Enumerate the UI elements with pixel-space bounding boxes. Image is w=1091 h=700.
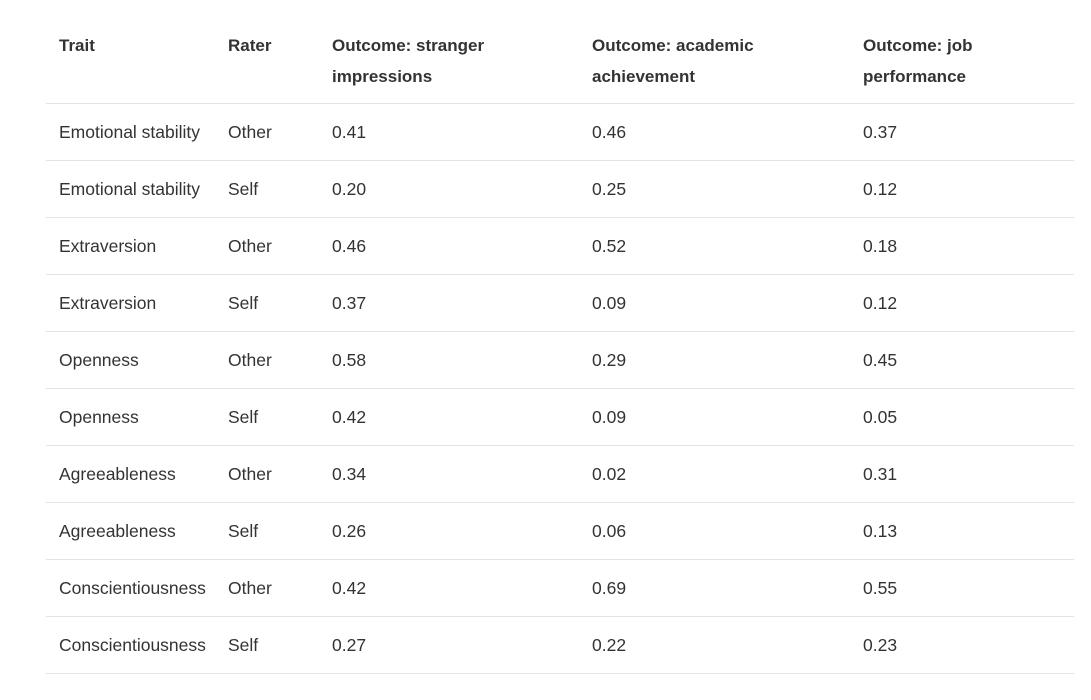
cell-trait: Openness: [46, 388, 215, 446]
cell-job-performance: 0.45: [850, 331, 1074, 389]
table-row: Agreeableness Self 0.26 0.06 0.13: [46, 502, 1074, 560]
cell-academic-achievement: 0.52: [579, 217, 850, 275]
cell-rater: Other: [215, 331, 319, 389]
header-trait: Trait: [46, 22, 215, 104]
cell-trait: Openness: [46, 331, 215, 389]
cell-academic-achievement: 0.06: [579, 502, 850, 560]
cell-rater: Self: [215, 616, 319, 674]
cell-rater: Other: [215, 217, 319, 275]
table-row: Extraversion Self 0.37 0.09 0.12: [46, 274, 1074, 332]
cell-academic-achievement: 0.02: [579, 445, 850, 503]
cell-academic-achievement: 0.69: [579, 559, 850, 617]
cell-job-performance: 0.12: [850, 274, 1074, 332]
cell-trait: Extraversion: [46, 217, 215, 275]
cell-job-performance: 0.23: [850, 616, 1074, 674]
cell-stranger-impressions: 0.27: [319, 616, 579, 674]
cell-stranger-impressions: 0.46: [319, 217, 579, 275]
cell-trait: Conscientiousness: [46, 559, 215, 617]
cell-stranger-impressions: 0.20: [319, 160, 579, 218]
cell-rater: Self: [215, 274, 319, 332]
personality-outcomes-table: Trait Rater Outcome: stranger impression…: [46, 22, 1074, 674]
personality-outcomes-table-container: Trait Rater Outcome: stranger impression…: [46, 22, 1074, 674]
table-row: Emotional stability Self 0.20 0.25 0.12: [46, 160, 1074, 218]
header-academic-achievement: Outcome: academic achievement: [579, 22, 850, 104]
cell-stranger-impressions: 0.26: [319, 502, 579, 560]
cell-academic-achievement: 0.46: [579, 103, 850, 161]
cell-trait: Conscientiousness: [46, 616, 215, 674]
cell-rater: Other: [215, 445, 319, 503]
cell-stranger-impressions: 0.58: [319, 331, 579, 389]
cell-job-performance: 0.12: [850, 160, 1074, 218]
cell-job-performance: 0.18: [850, 217, 1074, 275]
cell-rater: Self: [215, 160, 319, 218]
cell-job-performance: 0.55: [850, 559, 1074, 617]
header-row: Trait Rater Outcome: stranger impression…: [46, 22, 1074, 104]
table-row: Openness Self 0.42 0.09 0.05: [46, 388, 1074, 446]
table-row: Openness Other 0.58 0.29 0.45: [46, 331, 1074, 389]
cell-trait: Extraversion: [46, 274, 215, 332]
cell-job-performance: 0.13: [850, 502, 1074, 560]
table-row: Agreeableness Other 0.34 0.02 0.31: [46, 445, 1074, 503]
header-stranger-impressions: Outcome: stranger impressions: [319, 22, 579, 104]
cell-stranger-impressions: 0.37: [319, 274, 579, 332]
cell-stranger-impressions: 0.41: [319, 103, 579, 161]
cell-job-performance: 0.31: [850, 445, 1074, 503]
cell-trait: Agreeableness: [46, 445, 215, 503]
cell-trait: Agreeableness: [46, 502, 215, 560]
table-header: Trait Rater Outcome: stranger impression…: [46, 22, 1074, 104]
cell-academic-achievement: 0.25: [579, 160, 850, 218]
cell-stranger-impressions: 0.34: [319, 445, 579, 503]
table-row: Extraversion Other 0.46 0.52 0.18: [46, 217, 1074, 275]
cell-rater: Self: [215, 388, 319, 446]
cell-academic-achievement: 0.09: [579, 274, 850, 332]
cell-trait: Emotional stability: [46, 103, 215, 161]
cell-job-performance: 0.05: [850, 388, 1074, 446]
cell-academic-achievement: 0.22: [579, 616, 850, 674]
table-row: Conscientiousness Other 0.42 0.69 0.55: [46, 559, 1074, 617]
cell-rater: Other: [215, 103, 319, 161]
header-job-performance: Outcome: job performance: [850, 22, 1074, 104]
cell-stranger-impressions: 0.42: [319, 388, 579, 446]
cell-rater: Other: [215, 559, 319, 617]
cell-academic-achievement: 0.29: [579, 331, 850, 389]
table-row: Conscientiousness Self 0.27 0.22 0.23: [46, 616, 1074, 674]
cell-trait: Emotional stability: [46, 160, 215, 218]
cell-rater: Self: [215, 502, 319, 560]
table-row: Emotional stability Other 0.41 0.46 0.37: [46, 103, 1074, 161]
header-rater: Rater: [215, 22, 319, 104]
cell-academic-achievement: 0.09: [579, 388, 850, 446]
table-body: Emotional stability Other 0.41 0.46 0.37…: [46, 103, 1074, 674]
cell-stranger-impressions: 0.42: [319, 559, 579, 617]
cell-job-performance: 0.37: [850, 103, 1074, 161]
